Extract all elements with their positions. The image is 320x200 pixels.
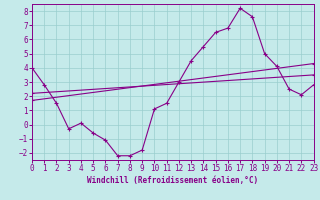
X-axis label: Windchill (Refroidissement éolien,°C): Windchill (Refroidissement éolien,°C)	[87, 176, 258, 185]
